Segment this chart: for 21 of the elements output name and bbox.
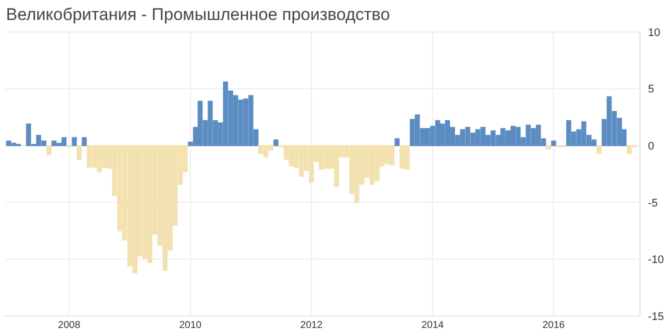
bar — [46, 145, 52, 156]
bar — [76, 145, 82, 160]
bar — [394, 138, 400, 146]
bar — [546, 145, 551, 150]
bar — [551, 140, 556, 146]
bar — [82, 137, 87, 146]
bar — [596, 145, 602, 154]
x-tick-label: 2010 — [179, 320, 202, 331]
y-tick-label: -10 — [648, 254, 664, 266]
y-tick-label: -5 — [648, 197, 658, 210]
y-tick-label: 10 — [648, 26, 660, 39]
y-tick-label: 5 — [648, 84, 654, 96]
x-tick-label: 2016 — [542, 320, 566, 331]
x-tick-label: 2012 — [300, 320, 323, 331]
bar — [72, 137, 77, 146]
bar — [273, 139, 278, 146]
chart-title: Великобритания - Промышленное производство — [6, 5, 390, 24]
y-tick-label: 0 — [648, 140, 654, 152]
y-tick-label: -15 — [648, 310, 664, 323]
x-tick-label: 2008 — [58, 320, 81, 331]
x-tick-label: 2014 — [421, 320, 444, 331]
